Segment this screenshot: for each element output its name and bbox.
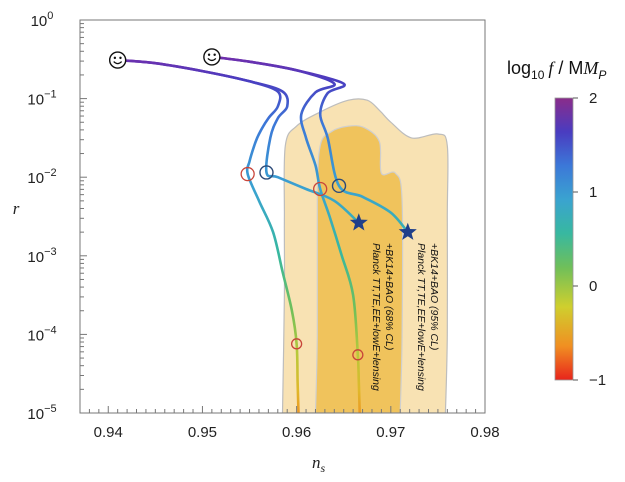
colorbar-tick-label: 1 [589, 184, 597, 201]
x-tick-label: 0.96 [282, 424, 311, 441]
annotation-line: +BK14+BAO (68% CL) [383, 243, 395, 350]
y-axis-ticks: 100 10−1 10−2 10−3 10−4 10−5 [27, 10, 87, 423]
model-curves [116, 55, 410, 413]
y-axis-label: r [13, 199, 20, 218]
x-axis-label: ns [312, 453, 326, 475]
blue-circle-marker-1 [259, 165, 274, 180]
y-tick-label: 10−1 [27, 89, 56, 109]
colorbar-title: log10 f / MMP [507, 58, 606, 82]
y-tick-label: 10−4 [27, 324, 56, 344]
y-tick-label: 10−3 [27, 246, 56, 266]
annotation-line: Planck TT,TE,EE+lowE+lensing [370, 243, 382, 391]
x-tick-label: 0.97 [376, 424, 405, 441]
markers [108, 48, 417, 361]
smiley-marker-1 [108, 51, 127, 69]
red-circle-marker-4 [352, 349, 364, 361]
x-tick-label: 0.95 [188, 424, 217, 441]
y-tick-label: 10−2 [27, 167, 56, 187]
series-line-1 [116, 58, 300, 413]
annotation-68cl: Planck TT,TE,EE+lowE+lensing +BK14+BAO (6… [370, 243, 395, 391]
y-tick-label: 100 [31, 10, 54, 30]
colorbar [554, 97, 574, 381]
x-axis-ticks: 0.94 0.95 0.96 0.97 0.98 [79, 406, 500, 441]
red-circle-marker-3 [290, 338, 303, 350]
x-tick-label: 0.94 [94, 424, 123, 441]
smiley-marker-2 [203, 48, 221, 66]
star-marker-1 [349, 213, 368, 231]
colorbar-ticks: 2 1 0 −1 [573, 90, 606, 389]
series-line-4 [210, 55, 410, 234]
blue-circle-marker-2 [331, 178, 347, 194]
colorbar-tick-label: −1 [589, 372, 606, 389]
annotation-95cl: Planck TT,TE,EE+lowE+lensing +BK14+BAO (9… [415, 243, 440, 391]
region-annotations: Planck TT,TE,EE+lowE+lensing +BK14+BAO (9… [370, 243, 440, 391]
red-circle-marker-2 [313, 181, 328, 197]
plot-frame [79, 19, 486, 414]
annotation-line: +BK14+BAO (95% CL) [428, 243, 440, 350]
colorbar-tick-label: 0 [589, 278, 597, 295]
y-tick-label: 10−5 [27, 403, 56, 423]
colorbar-tick-label: 2 [589, 90, 597, 107]
x-tick-label: 0.98 [470, 424, 499, 441]
star-marker-2 [398, 222, 417, 240]
red-circle-marker-1 [240, 166, 255, 182]
annotation-line: Planck TT,TE,EE+lowE+lensing [415, 243, 427, 391]
series-line-2 [116, 58, 361, 225]
